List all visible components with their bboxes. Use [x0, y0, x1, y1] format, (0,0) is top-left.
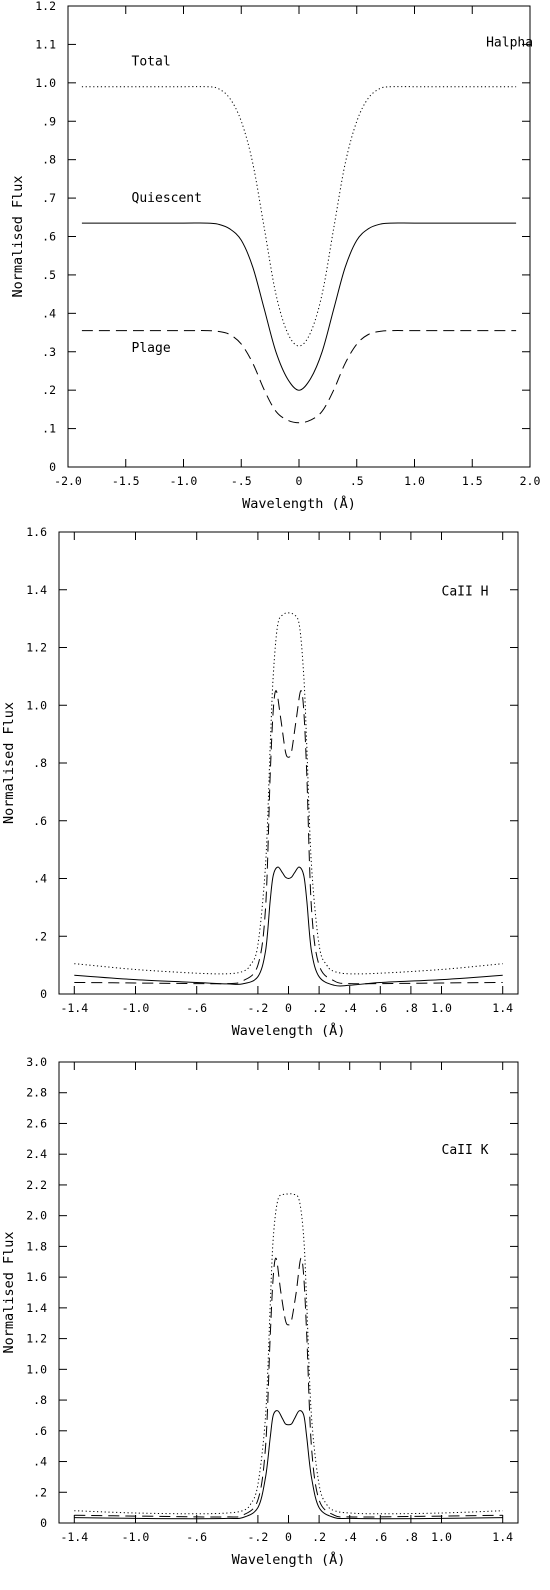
x-tick-label: 1.0	[404, 474, 425, 488]
plot-frame	[67, 5, 531, 468]
y-tick-label: .5	[42, 268, 56, 282]
y-tick-label: 2.6	[26, 1116, 47, 1130]
y-tick-label: .9	[42, 114, 56, 128]
y-tick-label: .4	[33, 1455, 47, 1469]
x-tick-label: 0	[285, 1001, 292, 1015]
x-tick-label: -.2	[248, 1530, 269, 1544]
x-tick-label: 1.5	[462, 474, 483, 488]
x-tick-label: .6	[373, 1530, 387, 1544]
x-tick-label: -1.4	[60, 1530, 88, 1544]
y-axis-title: Normalised Flux	[1, 702, 17, 824]
x-tick-label: -.6	[186, 1530, 207, 1544]
x-axis-title: Wavelength (Å)	[242, 495, 356, 512]
y-tick-label: 0	[40, 987, 47, 1001]
y-tick-label: 1.4	[26, 1301, 47, 1315]
x-tick-label: 1.4	[492, 1001, 513, 1015]
y-tick-label: 3.0	[26, 1055, 47, 1069]
x-tick-label: -1.0	[122, 1001, 150, 1015]
y-axis-title: Normalised Flux	[10, 176, 26, 298]
y-tick-label: .4	[33, 872, 47, 886]
y-tick-label: 1.4	[26, 583, 47, 597]
series-line-solid	[81, 222, 517, 391]
x-tick-label: -.2	[248, 1001, 269, 1015]
series-line-dashed	[81, 330, 517, 424]
y-tick-label: .6	[33, 1424, 47, 1438]
x-tick-label: 1.0	[431, 1530, 452, 1544]
annotation-label: Total	[132, 55, 171, 70]
series-line-dotted	[81, 86, 517, 347]
x-tick-label: 0	[285, 1530, 292, 1544]
annotation-label: CaII H	[442, 585, 489, 600]
y-tick-label: 1.0	[26, 698, 47, 712]
plot-frame	[58, 1061, 519, 1524]
y-tick-label: .3	[42, 345, 56, 359]
y-tick-label: .8	[33, 1393, 47, 1407]
y-tick-label: 1.2	[26, 1332, 47, 1346]
x-tick-label: 0	[296, 474, 303, 488]
series-line-dashed	[74, 1257, 503, 1518]
y-tick-label: .2	[42, 383, 56, 397]
x-tick-label: -.5	[231, 474, 252, 488]
x-axis-title: Wavelength (Å)	[232, 1551, 346, 1568]
panel-0: -2.0 -1.5 -1.0 -.5 0 .5 1.0 1.5 2.0 0 .1 .2 .3 .4 .5 .6…	[10, 0, 540, 512]
x-tick-label: .2	[312, 1530, 326, 1544]
y-tick-label: 1.0	[26, 1362, 47, 1376]
y-tick-label: .8	[33, 756, 47, 770]
y-tick-label: 2.2	[26, 1178, 47, 1192]
y-axis-title: Normalised Flux	[1, 1232, 17, 1354]
y-tick-label: .7	[42, 191, 56, 205]
x-tick-label: .8	[404, 1530, 418, 1544]
series-line-dashed	[74, 690, 503, 985]
x-tick-label: .2	[312, 1001, 326, 1015]
y-tick-label: .4	[42, 306, 56, 320]
y-tick-label: 1.2	[26, 641, 47, 655]
y-tick-label: 2.8	[26, 1086, 47, 1100]
x-tick-label: -1.4	[60, 1001, 88, 1015]
y-tick-label: 1.1	[35, 37, 56, 51]
y-tick-label: .1	[42, 422, 56, 436]
y-tick-label: 2.4	[26, 1147, 47, 1161]
y-tick-label: .6	[42, 230, 56, 244]
y-tick-label: 0	[40, 1516, 47, 1530]
y-tick-label: 0	[49, 460, 56, 474]
series-line-dotted	[74, 1193, 503, 1515]
x-tick-label: .4	[343, 1530, 357, 1544]
panel-1: -1.4 -1.0 -.6 -.2 0 .2 .4 .6 .8 1.0 1.4 0 .2 .4 .6 .8 1.…	[1, 525, 519, 1039]
y-tick-label: 1.8	[26, 1239, 47, 1253]
x-tick-label: -1.5	[112, 474, 140, 488]
x-tick-label: 1.4	[492, 1530, 513, 1544]
x-tick-label: .6	[373, 1001, 387, 1015]
panel-2: -1.4 -1.0 -.6 -.2 0 .2 .4 .6 .8 1.0 1.4 0 .2 .4 .6 .8 1.…	[1, 1055, 519, 1568]
plot-frame	[58, 531, 519, 995]
x-tick-label: .8	[404, 1001, 418, 1015]
annotation-label: CaII K	[442, 1143, 489, 1158]
x-tick-label: 2.0	[520, 474, 541, 488]
x-tick-label: .4	[343, 1001, 357, 1015]
y-tick-label: 1.6	[26, 1270, 47, 1284]
annotation-label: Quiescent	[132, 191, 202, 206]
x-tick-label: -1.0	[170, 474, 198, 488]
series-line-solid	[74, 1410, 503, 1520]
x-tick-label: -2.0	[54, 474, 82, 488]
y-tick-label: 1.0	[35, 76, 56, 90]
series-line-dotted	[74, 612, 503, 975]
x-axis-title: Wavelength (Å)	[232, 1022, 346, 1039]
y-tick-label: .2	[33, 929, 47, 943]
series-line-solid	[74, 866, 503, 987]
y-tick-label: 2.0	[26, 1209, 47, 1223]
x-tick-label: .5	[350, 474, 364, 488]
x-tick-label: 1.0	[431, 1001, 452, 1015]
y-tick-label: .2	[33, 1485, 47, 1499]
x-tick-label: -.6	[186, 1001, 207, 1015]
y-tick-label: 1.6	[26, 525, 47, 539]
annotation-label: Halpha	[486, 35, 533, 50]
y-tick-label: .8	[42, 153, 56, 167]
x-tick-label: -1.0	[122, 1530, 150, 1544]
y-tick-label: 1.2	[35, 0, 56, 13]
annotation-label: Plage	[132, 341, 171, 356]
y-tick-label: .6	[33, 814, 47, 828]
